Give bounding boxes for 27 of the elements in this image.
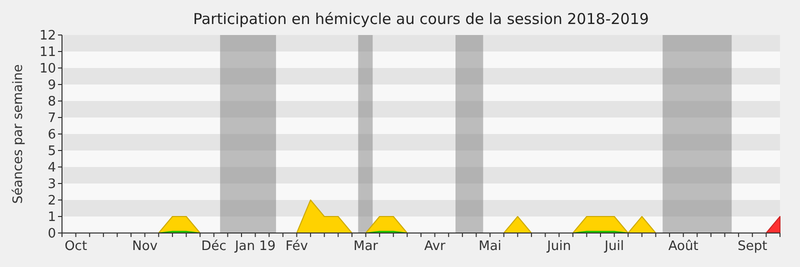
y-tick-label: 0 (48, 226, 56, 242)
x-tick-label: Juin (546, 239, 572, 254)
x-tick-label: Mar (354, 239, 379, 254)
x-tick-label: Déc (201, 239, 226, 254)
y-axis-title: Séances par semaine (11, 64, 26, 204)
y-tick-label: 3 (48, 177, 56, 192)
x-tick-label: Avr (424, 239, 446, 254)
x-tick-label: Mai (478, 239, 502, 254)
y-tick-label: 1 (48, 210, 56, 225)
y-tick-label: 2 (48, 194, 56, 208)
chart-title: Participation en hémicycle au cours de la session 2018-2019 (193, 10, 649, 28)
y-tick-label: 11 (39, 45, 56, 60)
y-tick-label: 8 (48, 94, 56, 110)
x-tick-label: Fév (285, 239, 308, 254)
x-tick-label: Jan 19 (234, 239, 276, 254)
y-tick-label: 10 (39, 62, 56, 76)
y-tick-label: 7 (48, 111, 56, 126)
x-tick-label: Juil (604, 239, 624, 254)
x-tick-label: Août (668, 239, 698, 254)
y-tick-label: 6 (48, 128, 56, 142)
y-tick-label: 12 (39, 28, 56, 44)
x-tick-label: Nov (132, 239, 158, 254)
x-tick-label: Oct (64, 239, 88, 254)
y-tick-label: 9 (48, 78, 56, 93)
y-tick-label: 4 (48, 160, 56, 176)
y-tick-label: 5 (48, 144, 56, 159)
x-tick-label: Sept (738, 239, 768, 254)
